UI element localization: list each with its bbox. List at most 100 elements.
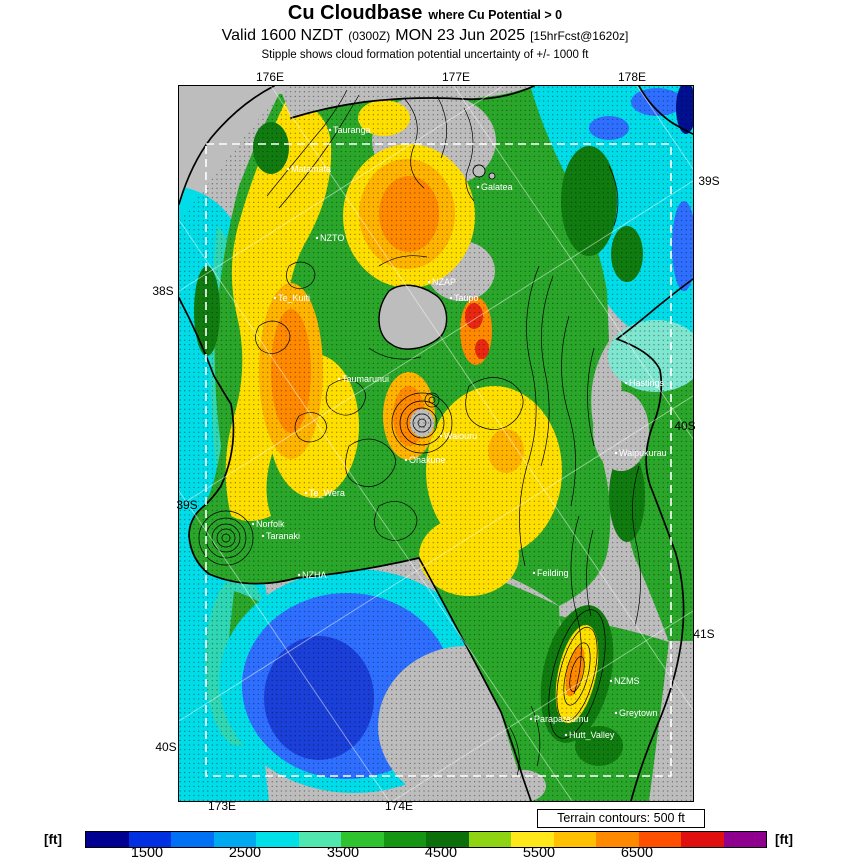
valid-prefix: Valid 1600 NZDT [221, 27, 344, 44]
colorbar-tick-label: 3500 [326, 845, 360, 860]
graticule-line [179, 86, 504, 292]
map-site-dot [529, 717, 533, 721]
map-site-dot [261, 534, 265, 538]
map-site-dot [427, 280, 431, 284]
graticule-line [179, 395, 693, 722]
lake-rotorua [472, 164, 486, 178]
graticule [179, 86, 693, 801]
colorbar-segment [298, 832, 341, 847]
colorbar-tick-label: 5500 [522, 845, 556, 860]
map-canvas: Tauranga Matamata Galatea NZTO Te_Kuiti NZAP T… [179, 86, 693, 801]
colorbar-segment [213, 832, 256, 847]
colorbar-segment [128, 832, 171, 847]
map-site-labels: Tauranga Matamata Galatea NZTO Te_Kuiti NZAP T… [251, 125, 667, 740]
axis-tick-label: 40S [674, 419, 696, 433]
colorbar-tick-label: 6500 [620, 845, 654, 860]
forecast-map: Tauranga Matamata Galatea NZTO Te_Kuiti NZAP T… [178, 85, 694, 802]
map-site-dot [449, 296, 453, 300]
graticule-line [179, 490, 390, 801]
lake-taupo [378, 284, 448, 350]
cloudbase-colorbar [85, 831, 767, 848]
map-site-label: NZTO [320, 233, 344, 243]
map-site-label: Hutt_Valley [569, 730, 615, 740]
unit-label-left: [ft] [44, 832, 62, 847]
map-site-label: Te_Wera [309, 488, 345, 498]
colorbar-segment [426, 832, 469, 847]
colorbar-segment [256, 832, 299, 847]
colorbar-segment [681, 832, 724, 847]
product-qualifier: where Cu Potential > 0 [428, 8, 563, 22]
map-site-label: Greytown [619, 708, 658, 718]
colorbar-tick-label: 4500 [424, 845, 458, 860]
colorbar-segment [638, 832, 681, 847]
axis-tick-label: 41S [693, 627, 715, 641]
graticule-line [179, 180, 693, 507]
map-site-label: Waipukurau [619, 448, 667, 458]
map-site-dot [297, 573, 301, 577]
map-site-dot [564, 733, 568, 737]
axis-tick-label: 40S [155, 740, 177, 754]
map-site-label: Tauranga [333, 125, 371, 135]
unit-label-right: [ft] [775, 832, 793, 847]
graticule-line [453, 86, 693, 440]
graticule-line [179, 219, 573, 801]
colorbar-segment [468, 832, 511, 847]
map-site-label: Norfolk [256, 519, 285, 529]
map-site-label: NZAP [432, 277, 456, 287]
axis-tick-label: 173E [207, 799, 237, 813]
colorbar-segment [596, 832, 639, 847]
map-site-label: Ohakune [409, 455, 446, 465]
map-site-label: Taranaki [266, 531, 300, 541]
map-site-dot [251, 522, 255, 526]
graticule-line [636, 86, 693, 170]
axis-tick-label: 178E [617, 70, 647, 84]
map-site-dot [404, 458, 408, 462]
map-site-dot [624, 381, 628, 385]
map-site-dot [532, 571, 536, 575]
map-site-label: Galatea [481, 182, 513, 192]
map-site-label: Taupo [454, 293, 479, 303]
map-site-label: Hastings [629, 378, 665, 388]
map-site-label: NZMS [614, 676, 640, 686]
product-title: Cu Cloudbase [287, 2, 423, 24]
coastline [179, 86, 693, 801]
valid-forecast-hour: [15hrFcst@1620z] [530, 29, 629, 43]
map-site-dot [304, 491, 308, 495]
graticule-line [392, 610, 693, 801]
map-site-label: Taumarunui [342, 374, 389, 384]
colorbar-segment [511, 832, 554, 847]
valid-date: MON 23 Jun 2025 [395, 27, 526, 44]
map-site-dot [273, 296, 277, 300]
colorbar-segment [553, 832, 596, 847]
colorbar-tick-label: 1500 [130, 845, 164, 860]
axis-tick-label: 39S [176, 498, 198, 512]
axis-tick-label: 176E [255, 70, 285, 84]
stipple-overlay [179, 86, 693, 801]
colorbar-segment [383, 832, 426, 847]
valid-zulu: (0300Z) [348, 29, 391, 43]
valid-time-line: Valid 1600 NZDT (0300Z) MON 23 Jun 2025 … [0, 27, 850, 45]
terrain-contours [198, 89, 641, 777]
colorbar-segment [341, 832, 384, 847]
map-site-dot [614, 711, 618, 715]
map-site-dot [315, 236, 319, 240]
map-site-label: Feilding [537, 568, 569, 578]
map-site-dot [286, 167, 290, 171]
map-site-dot [337, 377, 341, 381]
map-site-label: Te_Kuiti [278, 293, 310, 303]
axis-tick-label: 177E [441, 70, 471, 84]
map-site-label: Paraparaumu [534, 714, 589, 724]
stipple-note: Stipple shows cloud formation potential … [261, 49, 589, 61]
map-site-dot [476, 185, 480, 189]
terrain-contour-note: Terrain contours: 500 ft [537, 809, 705, 828]
map-site-label: NZHA [302, 570, 327, 580]
domain-boundary [205, 143, 672, 777]
colorbar-segment [171, 832, 214, 847]
graticule-line [270, 86, 693, 711]
title-line: Cu Cloudbase where Cu Potential > 0 [0, 2, 850, 25]
axis-tick-label: 174E [384, 799, 414, 813]
colorbar-segment [723, 832, 766, 847]
colorbar-tick-label: 2500 [228, 845, 262, 860]
lake-small [488, 172, 496, 180]
